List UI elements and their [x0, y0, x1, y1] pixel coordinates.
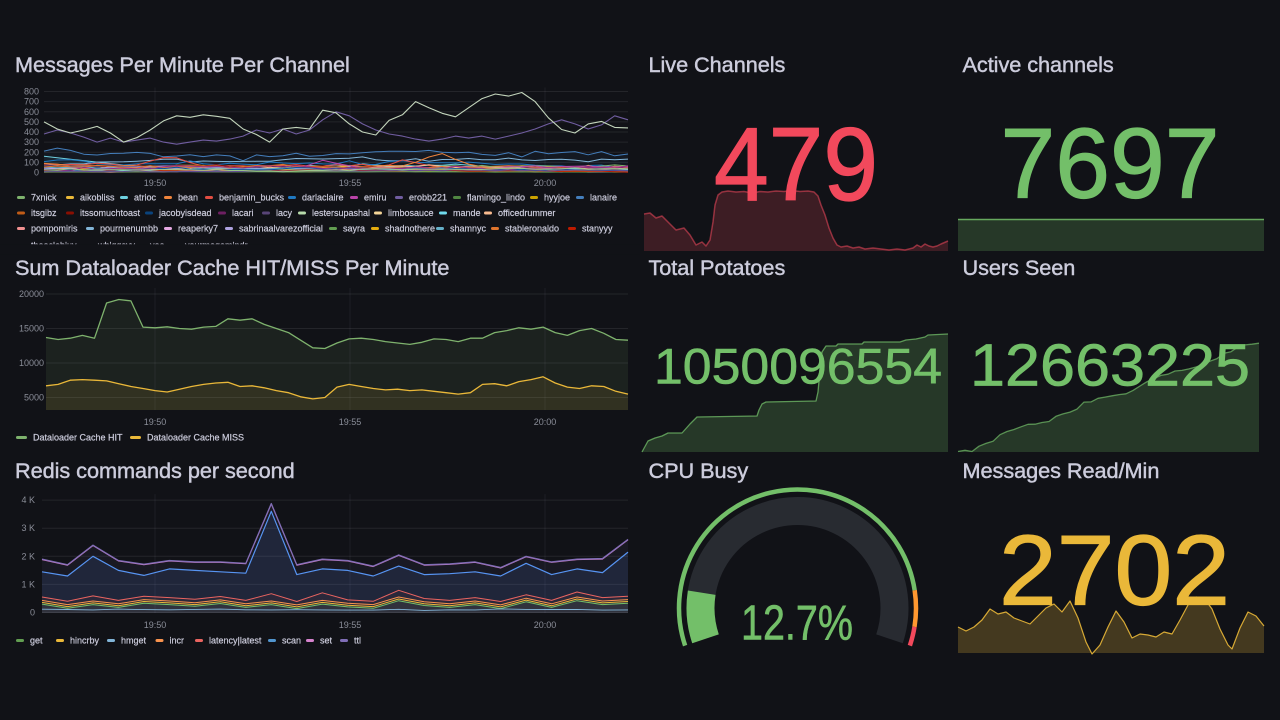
svg-text:500: 500: [24, 117, 39, 127]
svg-text:flamingo_lindo: flamingo_lindo: [467, 193, 525, 203]
svg-text:19:55: 19:55: [339, 417, 362, 427]
svg-text:19:55: 19:55: [339, 620, 362, 630]
svg-text:800: 800: [24, 87, 39, 97]
svg-text:479: 479: [714, 106, 878, 222]
svg-text:set: set: [320, 636, 333, 646]
svg-text:stableronaldo: stableronaldo: [505, 224, 559, 234]
svg-text:bean: bean: [178, 193, 198, 203]
svg-text:sayra: sayra: [343, 224, 365, 234]
svg-text:Dataloader Cache MISS: Dataloader Cache MISS: [147, 433, 244, 443]
svg-text:emiru: emiru: [364, 193, 387, 203]
svg-text:shadnothere: shadnothere: [385, 224, 435, 234]
svg-text:hyyjoe: hyyjoe: [544, 193, 570, 203]
svg-text:hmget: hmget: [121, 636, 147, 646]
svg-text:lestersupashal: lestersupashal: [312, 208, 370, 218]
svg-text:19:50: 19:50: [144, 620, 167, 630]
svg-text:lacy: lacy: [276, 208, 293, 218]
svg-text:incr: incr: [170, 636, 185, 646]
svg-text:4 K: 4 K: [21, 495, 35, 505]
svg-text:300: 300: [24, 137, 39, 147]
svg-text:Dataloader Cache HIT: Dataloader Cache HIT: [33, 433, 123, 443]
svg-text:200: 200: [24, 147, 39, 157]
svg-text:0: 0: [34, 168, 39, 178]
svg-text:aikobliss: aikobliss: [80, 193, 115, 203]
svg-text:erobb221: erobb221: [409, 193, 447, 203]
svg-text:1 K: 1 K: [21, 579, 35, 589]
svg-text:20:00: 20:00: [534, 620, 557, 630]
svg-text:12.7%: 12.7%: [741, 597, 853, 651]
svg-text:jacobyisdead: jacobyisdead: [158, 208, 212, 218]
svg-text:limbosauce: limbosauce: [388, 208, 434, 218]
svg-text:reaperky7: reaperky7: [178, 224, 218, 234]
svg-text:12663225: 12663225: [970, 332, 1250, 399]
svg-text:10000: 10000: [19, 358, 44, 368]
svg-text:latency|latest: latency|latest: [209, 636, 262, 646]
svg-text:darlaclaire: darlaclaire: [302, 193, 344, 203]
svg-text:5000: 5000: [24, 393, 44, 403]
svg-text:400: 400: [24, 127, 39, 137]
svg-text:600: 600: [24, 107, 39, 117]
svg-text:scan: scan: [282, 636, 301, 646]
svg-text:19:55: 19:55: [339, 178, 362, 188]
svg-text:benjamin_bucks: benjamin_bucks: [219, 193, 285, 203]
svg-text:1050096554: 1050096554: [654, 339, 942, 395]
svg-text:stanyyy: stanyyy: [582, 224, 613, 234]
svg-text:700: 700: [24, 97, 39, 107]
svg-text:0: 0: [30, 608, 35, 618]
svg-text:get: get: [30, 636, 43, 646]
svg-text:2702: 2702: [999, 516, 1230, 627]
svg-text:20:00: 20:00: [534, 417, 557, 427]
svg-text:hincrby: hincrby: [70, 636, 100, 646]
svg-text:15000: 15000: [19, 324, 44, 334]
svg-text:pompomiris: pompomiris: [31, 224, 78, 234]
svg-text:sabrinaalvarezofficial: sabrinaalvarezofficial: [239, 224, 323, 234]
svg-text:2 K: 2 K: [21, 551, 35, 561]
svg-text:7xnick: 7xnick: [31, 193, 57, 203]
svg-text:shamnyc: shamnyc: [450, 224, 487, 234]
svg-text:7697: 7697: [1001, 109, 1220, 220]
svg-text:19:50: 19:50: [144, 178, 167, 188]
svg-text:officedrummer: officedrummer: [498, 208, 555, 218]
svg-text:mande: mande: [453, 208, 481, 218]
svg-text:19:50: 19:50: [144, 417, 167, 427]
svg-text:itssomuchtoast: itssomuchtoast: [80, 208, 141, 218]
svg-text:pourmenumbb: pourmenumbb: [100, 224, 158, 234]
svg-text:20000: 20000: [19, 289, 44, 299]
svg-text:100: 100: [24, 157, 39, 167]
svg-text:20:00: 20:00: [534, 178, 557, 188]
svg-text:atrioc: atrioc: [134, 193, 157, 203]
svg-text:itsgibz: itsgibz: [31, 208, 57, 218]
svg-text:3 K: 3 K: [21, 523, 35, 533]
svg-text:lacari: lacari: [232, 208, 254, 218]
svg-text:ttl: ttl: [354, 636, 361, 646]
svg-text:lanaire: lanaire: [590, 193, 617, 203]
